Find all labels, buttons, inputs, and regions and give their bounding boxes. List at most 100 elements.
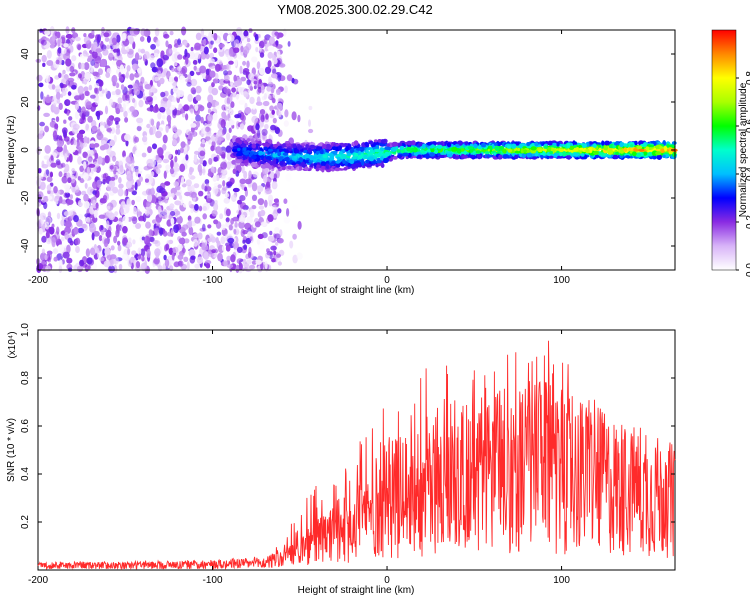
heatmap-cell [205,263,211,269]
heatmap-cell [171,96,177,103]
heatmap-cell [71,32,79,39]
heatmap-cell [53,186,58,194]
heatmap-cell [361,160,365,166]
heatmap-cell [265,156,272,160]
heatmap-cell [316,164,320,169]
heatmap-cell [95,110,101,117]
heatmap-cell [65,33,73,39]
heatmap-cell [158,208,163,218]
heatmap-cell [83,62,90,71]
heatmap-cell [65,80,70,86]
heatmap-cell [445,151,452,155]
heatmap-cell [438,154,445,158]
heatmap-cell [406,146,412,152]
heatmap-cell [233,229,237,235]
heatmap-cell [155,154,159,161]
heatmap-cell [220,161,228,170]
heatmap-cell [193,183,200,189]
heatmap-cell [272,153,277,158]
heatmap-cell [634,140,638,146]
colorbar-tick-label: 0.2 [745,215,750,229]
heatmap-cell [190,78,198,87]
heatmap-cell [196,256,203,264]
heatmap-cell [37,168,42,174]
heatmap-y-tick-label: 40 [20,48,31,60]
heatmap-cell [578,147,584,151]
snr-y-tick-label: 0.2 [20,515,31,529]
heatmap-cell [268,200,273,207]
heatmap-cell [177,31,182,41]
heatmap-cell [187,93,193,103]
heatmap-cell [347,163,352,167]
heatmap-cell [259,40,265,49]
heatmap-cell [239,123,245,130]
heatmap-cell [242,60,247,66]
heatmap-cell [242,151,249,156]
heatmap-cell [189,166,193,176]
heatmap-cell [204,179,210,185]
heatmap-cell [329,156,335,161]
heatmap-cell [95,48,103,53]
heatmap-cell [235,170,240,177]
heatmap-cell [237,199,242,205]
heatmap-cell [81,224,87,229]
heatmap-cell [277,261,282,266]
heatmap-cell [184,244,191,250]
heatmap-cell [464,141,469,146]
heatmap-cell [146,96,153,103]
heatmap-cell [185,56,189,65]
heatmap-cell [297,114,301,123]
heatmap-cell [283,198,288,204]
heatmap-cell [213,33,218,41]
heatmap-cell [211,209,218,217]
heatmap-cell [313,156,317,160]
heatmap-cell [350,163,357,170]
heatmap-cell [46,184,52,191]
heatmap-cell [561,151,567,157]
heatmap-cell [82,142,88,148]
heatmap-cell [332,146,337,151]
heatmap-cell [225,217,230,223]
heatmap-cell [233,142,237,146]
heatmap-cell [83,33,87,38]
heatmap-cell [633,148,640,152]
heatmap-cell [259,160,265,165]
heatmap-cell [543,145,548,149]
heatmap-cell [146,158,154,167]
snr-y-tick-label: 0.4 [20,467,31,481]
heatmap-cell [384,151,390,157]
heatmap-cell [174,200,182,206]
heatmap-cell [170,217,175,225]
heatmap-cell [118,183,124,189]
heatmap-cell [43,195,49,203]
heatmap-cell [55,116,60,123]
heatmap-cell [255,259,262,265]
heatmap-cell [234,58,238,67]
heatmap-cell [494,145,500,151]
heatmap-cell [178,237,185,245]
heatmap-cell [59,82,64,89]
heatmap-cell [507,145,512,149]
heatmap-cell [487,154,493,158]
heatmap-cell [254,221,261,228]
heatmap-cell [268,76,272,85]
heatmap-cell [517,147,521,152]
snr-x-tick-label: -100 [203,575,223,586]
heatmap-cell [229,119,235,126]
heatmap-cell [116,34,121,43]
heatmap-cell [177,54,183,60]
heatmap-cell [49,120,57,128]
heatmap-cell [100,58,107,68]
heatmap-cell [118,71,122,79]
heatmap-cell [638,148,645,152]
heatmap-cell [181,26,187,36]
heatmap-cell [257,198,265,206]
heatmap-cell [67,43,72,48]
heatmap-cell [106,44,111,50]
heatmap-cell [334,167,341,172]
heatmap-cell [56,91,61,100]
colorbar-ticks: 0.00.20.40.60.8 [736,71,750,277]
heatmap-cells [35,26,678,274]
heatmap-cell [63,211,70,217]
